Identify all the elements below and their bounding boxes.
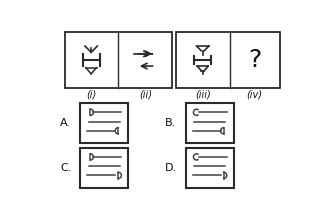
Text: (iv): (iv) [247,90,263,100]
Bar [186,148,234,188]
Bar [80,103,128,143]
Text: B.: B. [165,118,177,128]
Text: D.: D. [165,163,177,173]
Text: (ii): (ii) [140,90,153,100]
Text: A.: A. [60,118,71,128]
Bar [80,148,128,188]
Text: (iii): (iii) [195,90,211,100]
Text: ?: ? [248,48,261,72]
Bar [65,32,172,88]
Text: (i): (i) [86,90,96,100]
Bar [186,103,234,143]
Text: C.: C. [60,163,71,173]
Bar [176,32,280,88]
